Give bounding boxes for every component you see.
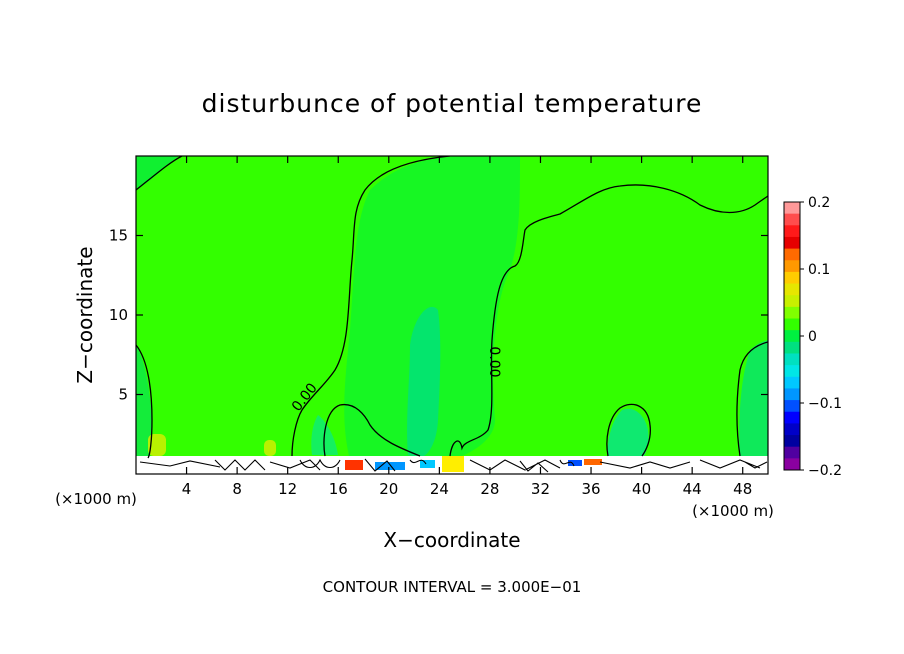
- x-unit-left: (×1000 m): [55, 490, 137, 508]
- colorbar-swatch: [784, 353, 800, 366]
- contour-right-edge: [736, 341, 768, 457]
- colorbar-swatch: [784, 400, 800, 413]
- colorbar-tick-label: 0.1: [808, 262, 830, 278]
- contour-zero-main: [291, 156, 451, 457]
- surface-blue-b: [420, 460, 435, 468]
- yellow-spot-b: [264, 440, 276, 456]
- contour-interval: CONTOUR INTERVAL = 3.000E−01: [323, 578, 582, 596]
- colorbar-swatch: [784, 295, 800, 308]
- colorbar-swatch: [784, 225, 800, 238]
- surface-hatching: [139, 458, 768, 473]
- y-ticks: 5 10 15: [109, 227, 768, 404]
- colorbar-swatch: [784, 248, 800, 261]
- colorbar-tick-label: −0.2: [808, 463, 842, 479]
- contour-inner-bump: [323, 403, 421, 457]
- colorbar-swatch: [784, 411, 800, 424]
- y-tick-label: 5: [118, 386, 128, 404]
- x-tick-label: 28: [480, 480, 499, 498]
- colorbar-swatch: [784, 271, 800, 285]
- colorbar-swatch: [784, 330, 800, 343]
- region-plume-mid: [407, 306, 441, 458]
- colorbar-swatch: [784, 446, 800, 459]
- region-left-edge: [136, 345, 152, 460]
- y-tick-label: 10: [109, 306, 128, 324]
- colorbar-swatch: [784, 318, 800, 331]
- colorbar-swatch: [784, 388, 800, 401]
- x-tick-label: 36: [581, 480, 600, 498]
- yellow-spot-a: [148, 434, 166, 456]
- x-tick-label: 8: [232, 480, 242, 498]
- x-unit-right: (×1000 m): [692, 502, 774, 520]
- colorbar-swatch: [784, 236, 800, 250]
- x-tick-label: 48: [733, 480, 752, 498]
- y-axis-label: Z−coordinate: [73, 246, 97, 383]
- colorbar-swatch: [784, 376, 800, 389]
- contour-zero-right: [449, 184, 768, 457]
- colorbar-swatch: [784, 435, 800, 448]
- x-tick-label: 44: [683, 480, 702, 498]
- surface-blue-c: [568, 460, 582, 466]
- x-tick-label: 32: [531, 480, 550, 498]
- surface-yellow: [442, 456, 464, 472]
- y-tick-label: 15: [109, 227, 128, 245]
- surface-red-b: [584, 459, 602, 465]
- x-ticks: 4 8 12 16 20 24 28 32 36 40 44 48: [182, 156, 752, 498]
- colorbar-swatch: [784, 260, 800, 273]
- contour-lines: [136, 156, 768, 459]
- field-fill: [136, 156, 768, 474]
- colorbar-tick-label: −0.1: [808, 396, 842, 412]
- colorbar-swatch: [784, 283, 800, 296]
- contour-label-2: 0.00: [486, 346, 502, 377]
- x-tick-label: 12: [278, 480, 297, 498]
- x-tick-label: 40: [632, 480, 651, 498]
- colorbar-swatch: [784, 458, 800, 471]
- surface-red-a: [345, 460, 363, 470]
- colorbar-swatch: [784, 213, 800, 226]
- x-tick-label: 16: [329, 480, 348, 498]
- region-plume-right-low: [607, 408, 649, 460]
- chart-title: disturbunce of potential temperature: [202, 89, 703, 118]
- x-tick-label: 20: [379, 480, 398, 498]
- x-tick-label: 4: [182, 480, 192, 498]
- surface-blue-a: [375, 462, 405, 470]
- x-tick-label: 24: [430, 480, 449, 498]
- colorbar-tick-label: 0.2: [808, 195, 830, 211]
- colorbar-swatch: [784, 341, 800, 354]
- colorbar-tick-label: 0: [808, 329, 817, 345]
- region-right-edge: [739, 340, 768, 460]
- colorbar-swatch: [784, 423, 800, 436]
- colorbar-swatch: [784, 365, 800, 378]
- contour-right-bump: [606, 403, 652, 457]
- x-axis-label: X−coordinate: [383, 528, 520, 552]
- contour-top-left: [136, 156, 183, 191]
- contour-left-edge: [136, 344, 153, 459]
- colorbar-swatch: [784, 306, 800, 320]
- colorbar-swatch: [784, 202, 800, 215]
- colorbar: 0.2 0.1 0 −0.1 −0.2: [783, 195, 842, 479]
